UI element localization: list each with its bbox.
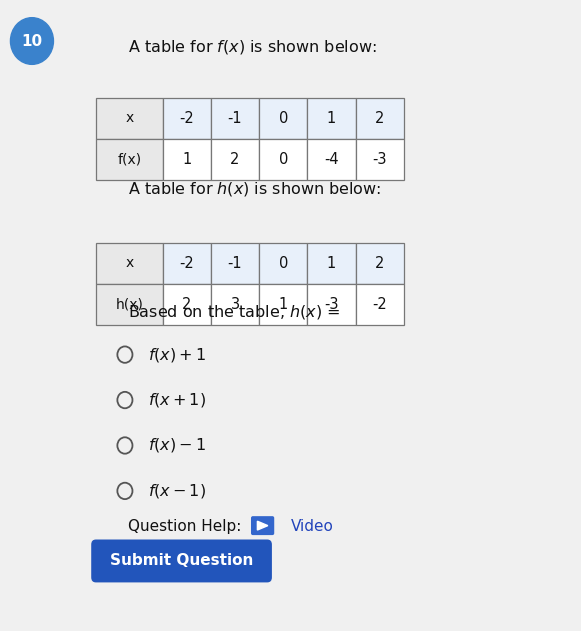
Text: Question Help:: Question Help: bbox=[128, 519, 241, 534]
Text: 2: 2 bbox=[182, 297, 192, 312]
Bar bbox=[163, 98, 211, 139]
Text: 0: 0 bbox=[278, 111, 288, 126]
Bar bbox=[356, 98, 404, 139]
Text: 0: 0 bbox=[278, 256, 288, 271]
Bar bbox=[356, 243, 404, 284]
Bar bbox=[259, 98, 307, 139]
Bar bbox=[96, 98, 163, 139]
Text: 2: 2 bbox=[375, 111, 385, 126]
Text: -3: -3 bbox=[324, 297, 339, 312]
FancyBboxPatch shape bbox=[91, 540, 272, 582]
FancyBboxPatch shape bbox=[251, 516, 274, 535]
Bar bbox=[211, 98, 259, 139]
Text: x: x bbox=[125, 111, 134, 126]
Text: f(x): f(x) bbox=[117, 152, 141, 167]
Text: -4: -4 bbox=[324, 152, 339, 167]
Text: 2: 2 bbox=[230, 152, 240, 167]
Bar bbox=[163, 139, 211, 180]
Circle shape bbox=[10, 18, 53, 64]
Bar bbox=[259, 243, 307, 284]
Text: 2: 2 bbox=[375, 256, 385, 271]
Text: 1: 1 bbox=[279, 297, 288, 312]
Text: A table for $h(x)$ is shown below:: A table for $h(x)$ is shown below: bbox=[128, 180, 381, 198]
Bar bbox=[356, 284, 404, 325]
Bar bbox=[96, 139, 163, 180]
Bar bbox=[211, 284, 259, 325]
Text: -1: -1 bbox=[228, 111, 242, 126]
Bar bbox=[307, 243, 356, 284]
Bar bbox=[259, 139, 307, 180]
Text: x: x bbox=[125, 256, 134, 271]
Bar bbox=[96, 243, 163, 284]
Bar bbox=[259, 284, 307, 325]
Bar bbox=[307, 284, 356, 325]
Bar bbox=[211, 243, 259, 284]
Bar bbox=[356, 139, 404, 180]
Text: 1: 1 bbox=[327, 256, 336, 271]
Text: -2: -2 bbox=[180, 111, 194, 126]
Bar bbox=[307, 98, 356, 139]
Text: -2: -2 bbox=[372, 297, 387, 312]
Text: -1: -1 bbox=[228, 256, 242, 271]
Text: $f(x)-1$: $f(x)-1$ bbox=[148, 437, 206, 454]
Bar bbox=[163, 243, 211, 284]
Text: $f(x-1)$: $f(x-1)$ bbox=[148, 482, 206, 500]
Text: Submit Question: Submit Question bbox=[110, 553, 253, 569]
Bar bbox=[163, 284, 211, 325]
Text: Video: Video bbox=[290, 519, 333, 534]
Text: Based on the table, $h(x)$ =: Based on the table, $h(x)$ = bbox=[128, 304, 340, 321]
Text: 1: 1 bbox=[182, 152, 191, 167]
Text: A table for $f(x)$ is shown below:: A table for $f(x)$ is shown below: bbox=[128, 38, 376, 56]
Text: 3: 3 bbox=[231, 297, 239, 312]
Bar bbox=[307, 139, 356, 180]
Text: h(x): h(x) bbox=[116, 297, 143, 312]
Text: -2: -2 bbox=[180, 256, 194, 271]
Text: 0: 0 bbox=[278, 152, 288, 167]
Text: $f(x)+1$: $f(x)+1$ bbox=[148, 346, 206, 363]
Polygon shape bbox=[257, 521, 268, 530]
Text: -3: -3 bbox=[372, 152, 387, 167]
Text: 10: 10 bbox=[21, 33, 42, 49]
Bar bbox=[96, 284, 163, 325]
Bar bbox=[211, 139, 259, 180]
Text: 1: 1 bbox=[327, 111, 336, 126]
Text: $f(x+1)$: $f(x+1)$ bbox=[148, 391, 206, 409]
